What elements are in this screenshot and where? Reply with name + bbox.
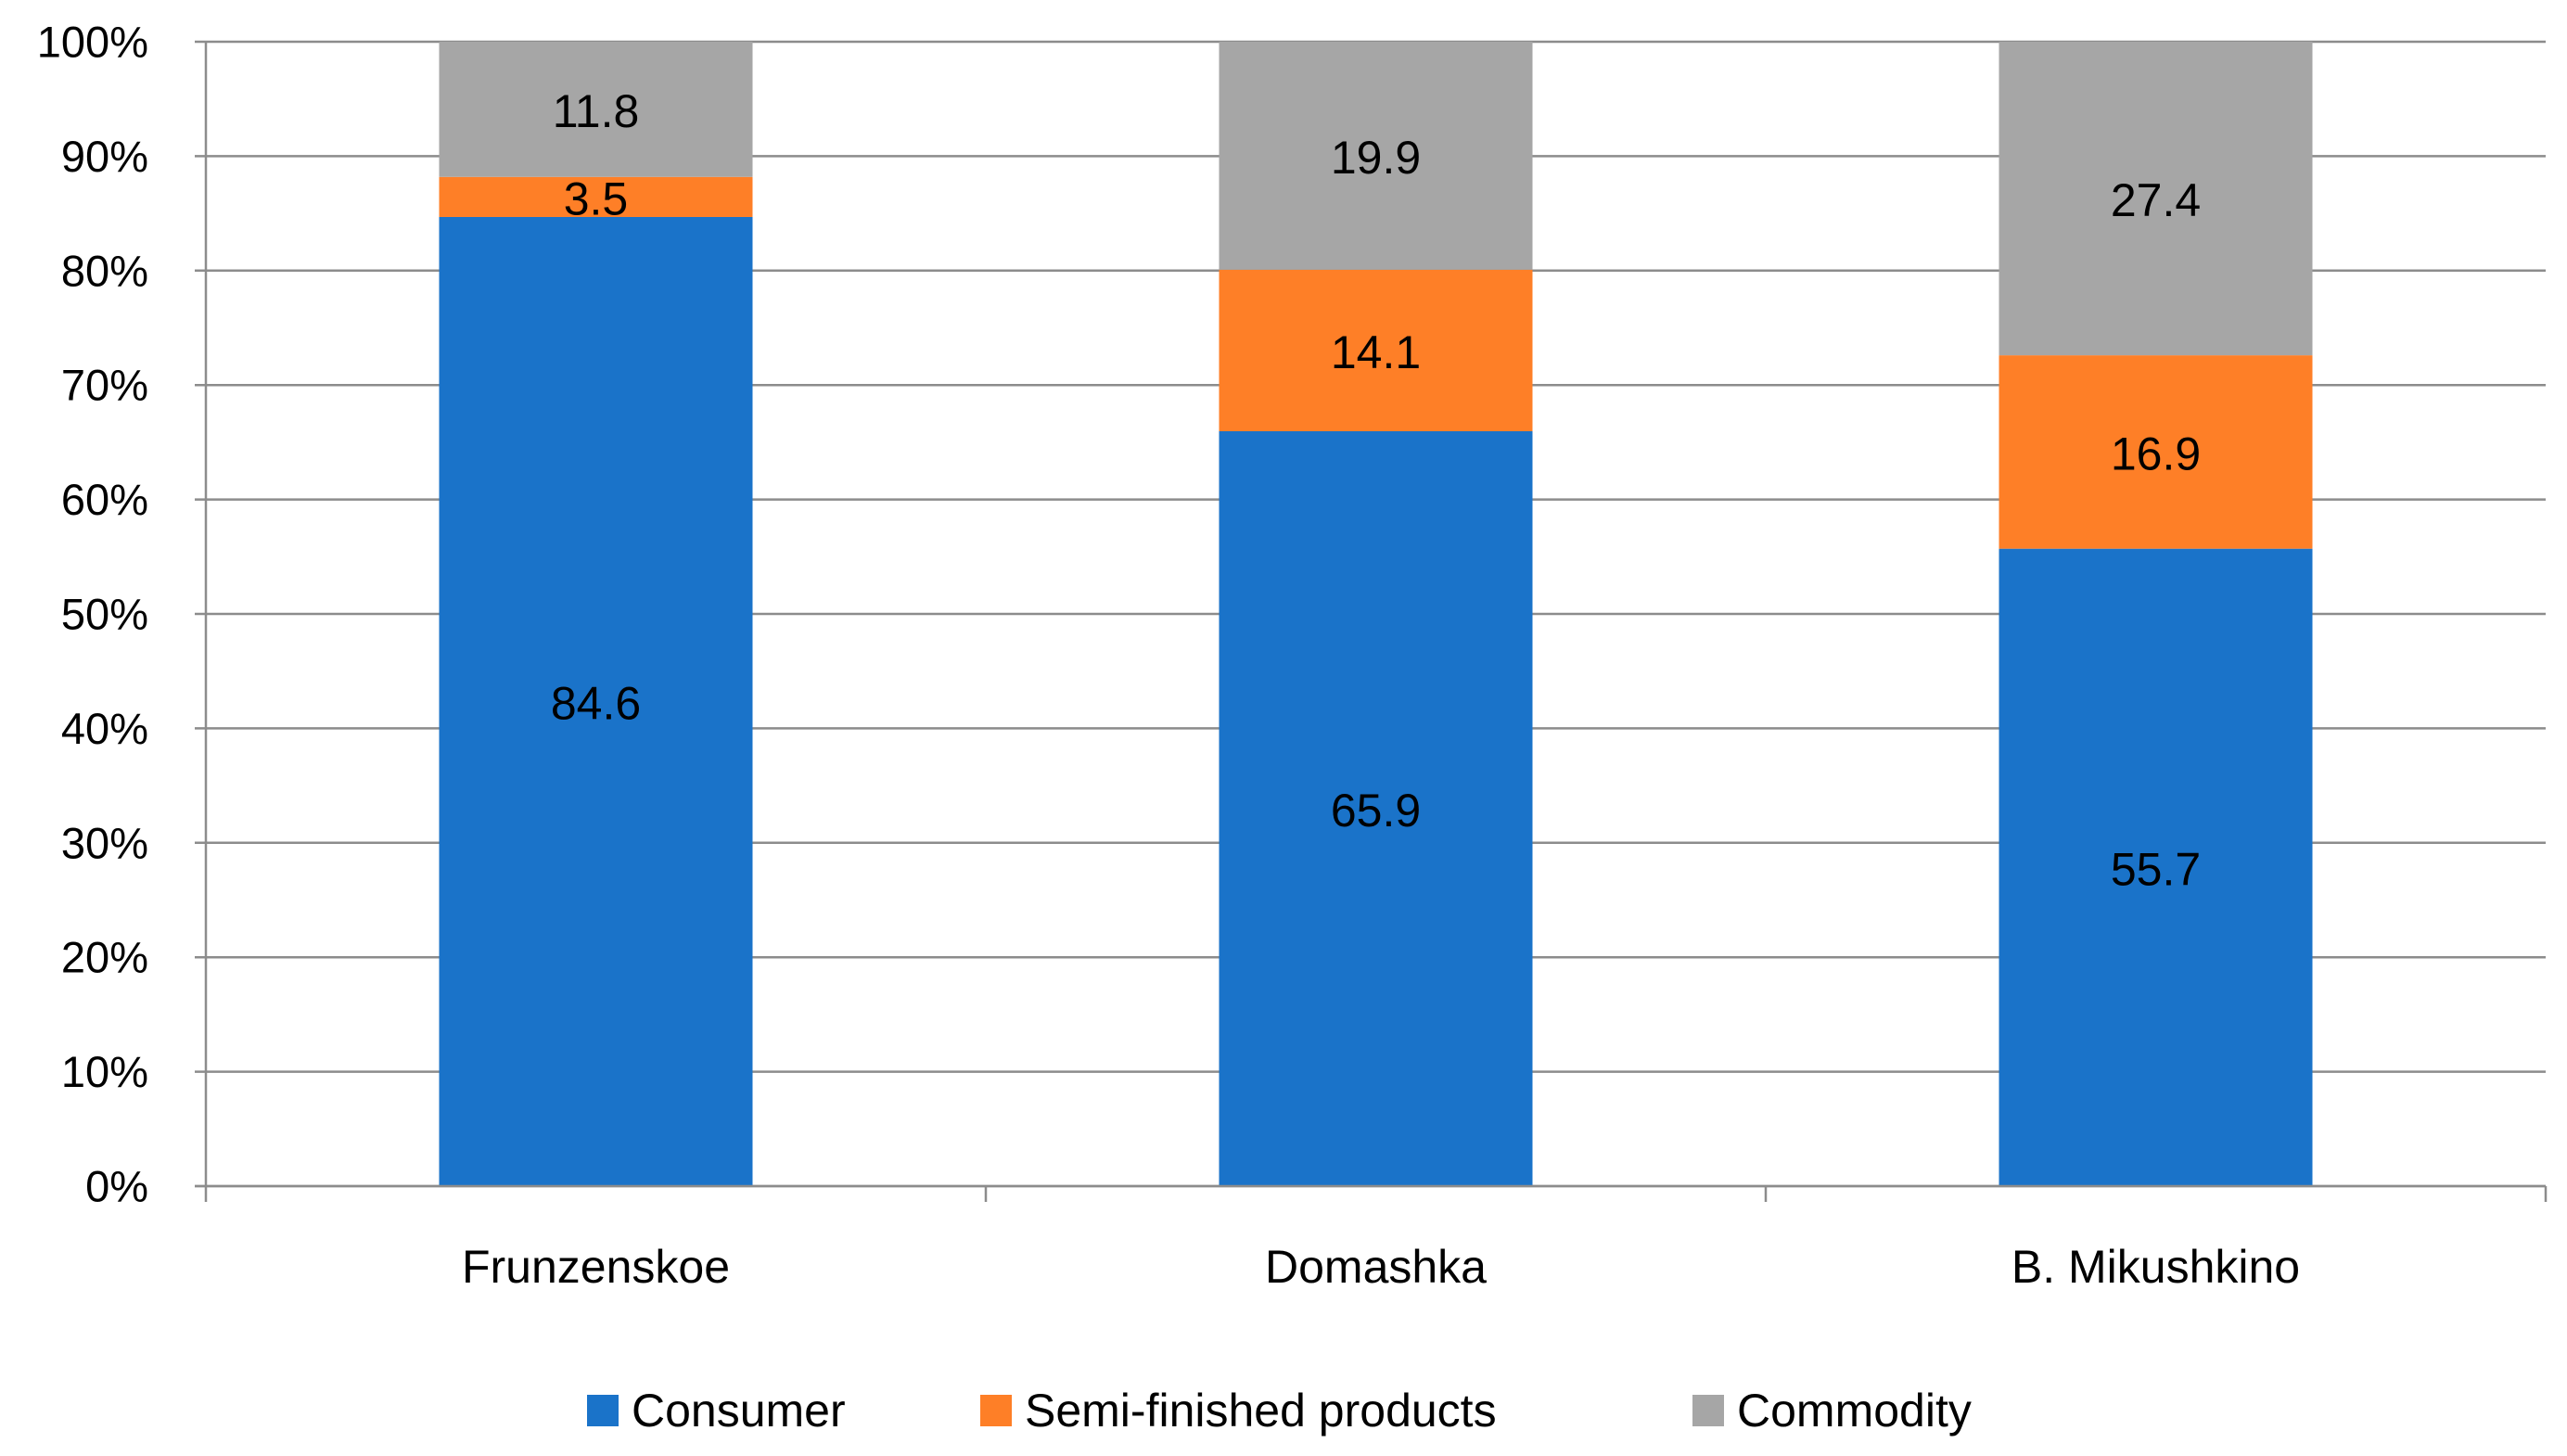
legend-label: Consumer: [632, 1385, 846, 1437]
x-tick-label: B. Mikushkino: [2011, 1241, 2300, 1293]
bar-segment: [1999, 548, 2313, 1186]
y-tick-label: 100%: [37, 18, 148, 67]
y-tick-label: 80%: [61, 246, 148, 295]
y-tick-label: 60%: [61, 475, 148, 524]
legend-label: Commodity: [1737, 1385, 1972, 1437]
data-labels: 84.6 3.5 11.8 65.9 14.1 19.9 55.7 16.9 27.4: [551, 85, 2201, 895]
legend-swatch: [980, 1395, 1012, 1426]
legend-swatch: [587, 1395, 619, 1426]
data-label: 65.9: [1331, 785, 1421, 837]
y-tick-label: 0%: [85, 1162, 148, 1211]
bar-segment: [1219, 430, 1533, 1186]
data-label: 19.9: [1331, 132, 1421, 184]
data-label: 11.8: [553, 85, 640, 137]
y-tick-label: 10%: [61, 1047, 148, 1096]
data-label: 27.4: [2111, 174, 2201, 226]
x-tick-label: Domashka: [1265, 1241, 1487, 1293]
y-tick-label: 30%: [61, 818, 148, 867]
legend: Consumer Semi-finished products Commodity: [587, 1385, 1972, 1437]
y-tick-label: 70%: [61, 361, 148, 410]
bar-segment: [439, 176, 753, 217]
legend-swatch: [1692, 1395, 1724, 1426]
axes: 0% 10% 20% 30% 40% 50% 60% 70% 80% 90% 100% Frunzen…: [37, 18, 2548, 1293]
y-tick-label: 50%: [61, 590, 148, 639]
x-tick-label: Frunzenskoe: [462, 1241, 730, 1293]
y-tick-label: 40%: [61, 704, 148, 753]
y-tick-label: 20%: [61, 933, 148, 982]
data-label: 55.7: [2111, 843, 2201, 895]
bar-segment: [1219, 42, 1533, 270]
bar-segment: [1219, 269, 1533, 431]
bar-segment: [1999, 355, 2313, 549]
data-label: 16.9: [2111, 428, 2201, 479]
data-label: 3.5: [564, 172, 629, 224]
data-label: 14.1: [1331, 326, 1421, 378]
bar-segment: [439, 42, 753, 177]
legend-label: Semi-finished products: [1025, 1385, 1497, 1437]
bar-segment: [439, 216, 753, 1187]
data-label: 84.6: [551, 677, 641, 729]
bar-segment: [1999, 42, 2313, 356]
y-tick-label: 90%: [61, 132, 148, 181]
bars: [439, 42, 2313, 1187]
